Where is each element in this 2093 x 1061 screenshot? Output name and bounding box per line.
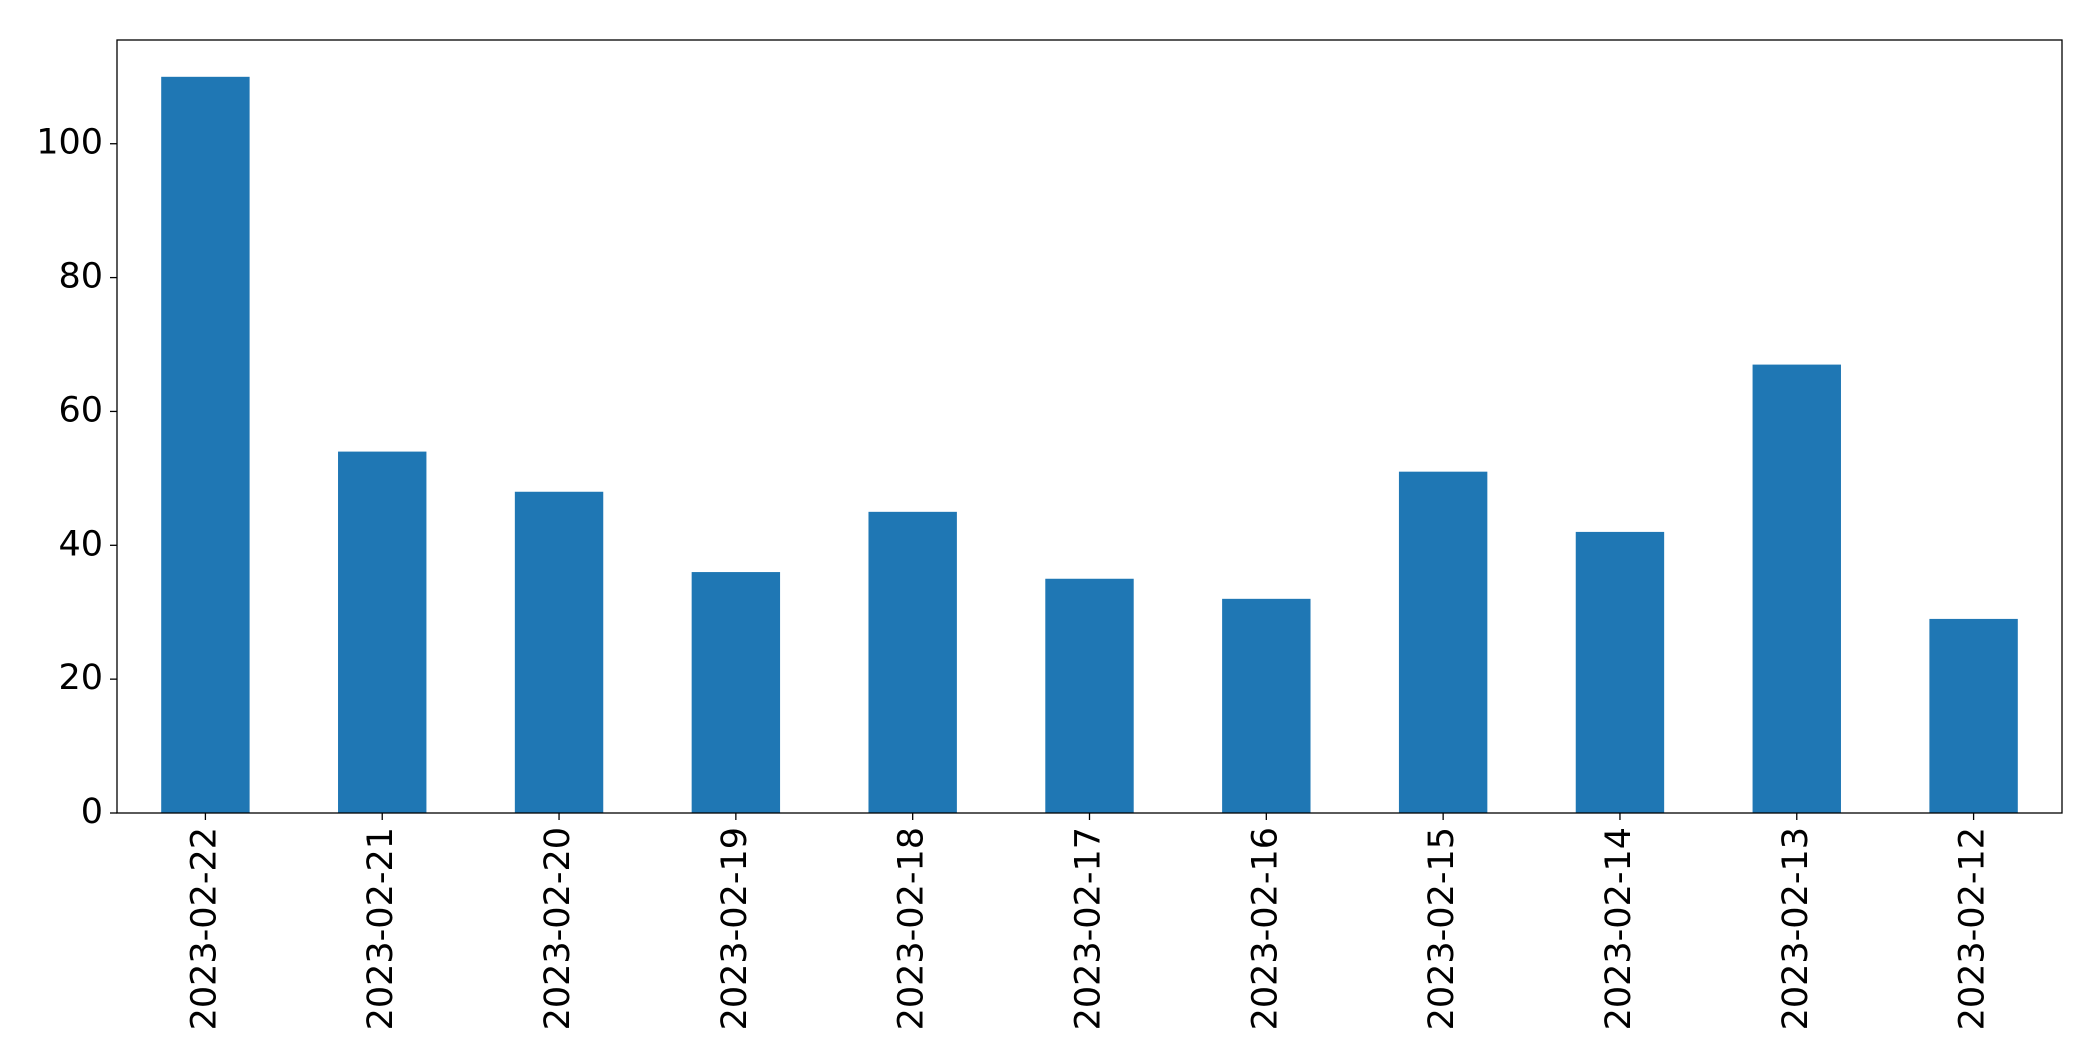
x-tick-label: 2023-02-20	[538, 827, 578, 1030]
x-tick-label: 2023-02-21	[361, 827, 401, 1030]
x-tick-label: 2023-02-19	[715, 827, 755, 1030]
bar	[868, 511, 957, 813]
x-tick-label: 2023-02-12	[1953, 827, 1993, 1030]
bar	[1752, 364, 1841, 813]
x-tick-label: 2023-02-18	[892, 827, 932, 1030]
x-tick-label: 2023-02-17	[1069, 827, 1109, 1030]
bar	[338, 451, 427, 813]
y-tick-label: 20	[58, 658, 103, 698]
x-tick-label: 2023-02-16	[1245, 827, 1285, 1030]
x-tick-label: 2023-02-15	[1422, 827, 1462, 1030]
y-tick-label: 60	[58, 390, 103, 430]
bar	[161, 76, 250, 814]
x-tick-label: 2023-02-13	[1776, 827, 1816, 1030]
y-tick-label: 0	[81, 792, 103, 832]
y-tick-label: 80	[58, 257, 103, 297]
x-tick-label: 2023-02-14	[1599, 827, 1639, 1030]
bar	[1222, 598, 1311, 813]
y-tick-label: 40	[58, 524, 103, 564]
bar	[1398, 471, 1488, 813]
bar	[1045, 578, 1134, 813]
y-tick-label: 100	[36, 123, 103, 163]
bar	[514, 491, 604, 813]
bar	[1575, 531, 1665, 813]
x-tick-label: 2023-02-22	[184, 827, 224, 1030]
bar	[1929, 618, 2018, 813]
bar	[691, 572, 781, 813]
plot-frame	[116, 39, 2063, 814]
